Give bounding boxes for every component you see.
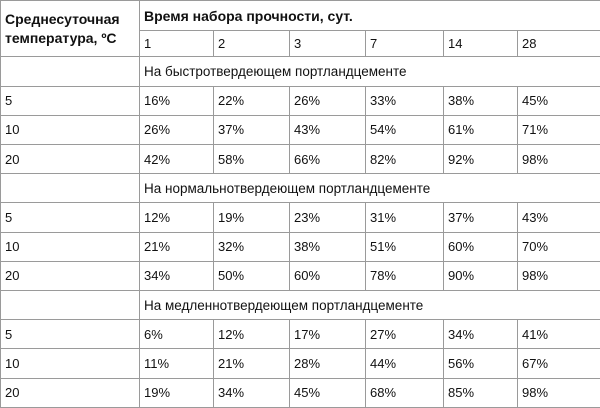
strength-value-cell: 32% — [213, 231, 290, 262]
strength-value-cell: 41% — [516, 319, 600, 350]
strength-value-cell: 70% — [516, 231, 600, 262]
strength-value-cell: 43% — [516, 202, 600, 233]
strength-value-cell: 82% — [365, 144, 444, 175]
table-row: 10 21% 32% 38% 51% 60% 70% — [0, 231, 600, 262]
strength-value-cell: 12% — [139, 202, 214, 233]
table-row: 10 26% 37% 43% 54% 61% 71% — [0, 114, 600, 146]
strength-value-cell: 66% — [289, 144, 366, 175]
strength-value-cell: 67% — [516, 348, 600, 379]
strength-value-cell: 11% — [139, 348, 214, 379]
strength-value-cell: 26% — [139, 114, 214, 146]
section-row: На быстротвердеющем портландцементе — [0, 56, 600, 87]
strength-value-cell: 27% — [365, 319, 444, 350]
strength-value-cell: 92% — [443, 144, 518, 175]
strength-time-header: Время набора прочности, сут. — [138, 0, 600, 32]
day-header-14: 14 — [443, 30, 518, 58]
header-row: Среднесуточная температура, ºС Время набо… — [0, 0, 600, 58]
strength-value-cell: 45% — [516, 85, 600, 116]
temperature-header: Среднесуточная температура, ºС — [0, 0, 140, 58]
temperature-cell: 5 — [0, 202, 140, 233]
day-header-2: 2 — [213, 30, 290, 58]
strength-value-cell: 43% — [289, 114, 366, 146]
strength-value-cell: 16% — [139, 85, 214, 116]
strength-value-cell: 98% — [516, 260, 600, 292]
strength-value-cell: 98% — [516, 377, 600, 408]
strength-value-cell: 19% — [213, 202, 290, 233]
temperature-cell: 5 — [0, 85, 140, 116]
temperature-header-line1: Среднесуточная — [5, 10, 120, 27]
table-row: 20 42% 58% 66% 82% 92% 98% — [0, 144, 600, 175]
strength-value-cell: 37% — [213, 114, 290, 146]
table-row: 10 11% 21% 28% 44% 56% 67% — [0, 348, 600, 379]
section-blank-cell — [0, 290, 140, 321]
strength-value-cell: 34% — [443, 319, 518, 350]
day-header-3: 3 — [289, 30, 366, 58]
section-blank-cell — [0, 56, 140, 87]
strength-value-cell: 85% — [443, 377, 518, 408]
section-title: На медленнотвердеющем портландцементе — [138, 290, 600, 321]
strength-value-cell: 58% — [213, 144, 290, 175]
strength-value-cell: 71% — [516, 114, 600, 146]
strength-value-cell: 56% — [443, 348, 518, 379]
strength-value-cell: 60% — [289, 260, 366, 292]
table-row: 20 34% 50% 60% 78% 90% 98% — [0, 260, 600, 292]
strength-value-cell: 50% — [213, 260, 290, 292]
strength-value-cell: 45% — [289, 377, 366, 408]
strength-value-cell: 19% — [139, 377, 214, 408]
temperature-header-line2: температура, ºС — [5, 29, 117, 46]
strength-value-cell: 21% — [139, 231, 214, 262]
strength-value-cell: 78% — [365, 260, 444, 292]
day-header-28: 28 — [516, 30, 600, 58]
strength-value-cell: 60% — [443, 231, 518, 262]
strength-value-cell: 61% — [443, 114, 518, 146]
section-row: На нормальнотвердеющем портландцементе — [0, 173, 600, 204]
strength-value-cell: 31% — [365, 202, 444, 233]
strength-value-cell: 34% — [139, 260, 214, 292]
strength-value-cell: 68% — [365, 377, 444, 408]
section-blank-cell — [0, 173, 140, 204]
strength-value-cell: 17% — [289, 319, 366, 350]
strength-value-cell: 34% — [213, 377, 290, 408]
day-header-7: 7 — [365, 30, 444, 58]
temperature-cell: 10 — [0, 231, 140, 262]
strength-value-cell: 26% — [289, 85, 366, 116]
strength-value-cell: 21% — [213, 348, 290, 379]
temperature-cell: 20 — [0, 377, 140, 408]
temperature-cell: 20 — [0, 260, 140, 292]
day-header-1: 1 — [139, 30, 214, 58]
temperature-cell: 5 — [0, 319, 140, 350]
table-row: 5 12% 19% 23% 31% 37% 43% — [0, 202, 600, 233]
section-title: На быстротвердеющем портландцементе — [138, 56, 600, 87]
strength-value-cell: 37% — [443, 202, 518, 233]
strength-value-cell: 51% — [365, 231, 444, 262]
strength-value-cell: 38% — [443, 85, 518, 116]
strength-value-cell: 28% — [289, 348, 366, 379]
strength-value-cell: 42% — [139, 144, 214, 175]
strength-value-cell: 38% — [289, 231, 366, 262]
table-row: 20 19% 34% 45% 68% 85% 98% — [0, 377, 600, 408]
days-row: 1 2 3 7 14 28 — [1, 30, 600, 58]
strength-value-cell: 6% — [139, 319, 214, 350]
strength-value-cell: 12% — [213, 319, 290, 350]
table-row: 5 6% 12% 17% 27% 34% 41% — [0, 319, 600, 350]
temperature-cell: 10 — [0, 114, 140, 146]
section-row: На медленнотвердеющем портландцементе — [0, 290, 600, 321]
strength-value-cell: 54% — [365, 114, 444, 146]
temperature-cell: 10 — [0, 348, 140, 379]
section-title: На нормальнотвердеющем портландцементе — [138, 173, 600, 204]
strength-value-cell: 98% — [516, 144, 600, 175]
strength-value-cell: 90% — [443, 260, 518, 292]
strength-value-cell: 23% — [289, 202, 366, 233]
temperature-cell: 20 — [0, 144, 140, 175]
strength-value-cell: 22% — [213, 85, 290, 116]
table-row: 5 16% 22% 26% 33% 38% 45% — [0, 85, 600, 116]
strength-value-cell: 33% — [365, 85, 444, 116]
strength-value-cell: 44% — [365, 348, 444, 379]
